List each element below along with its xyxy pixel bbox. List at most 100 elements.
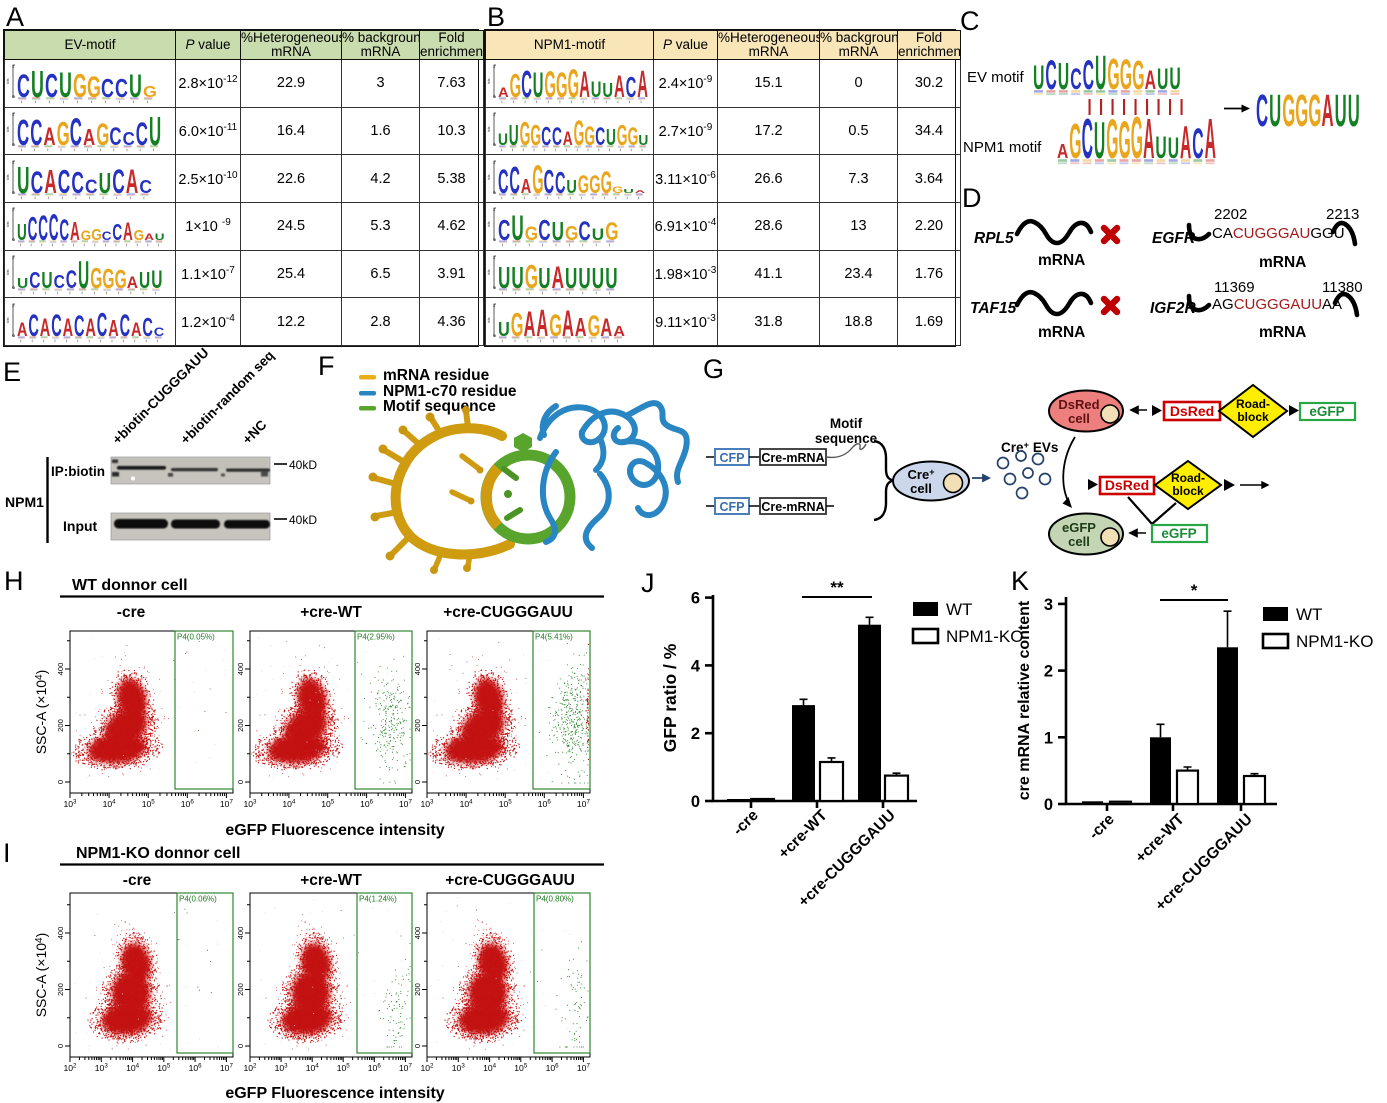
svg-text:I: I: [3, 838, 11, 868]
svg-text:C: C: [139, 176, 152, 196]
svg-text:C: C: [555, 166, 565, 200]
svg-text:0: 0: [493, 333, 496, 338]
svg-text:U: U: [149, 108, 161, 154]
svg-text:105: 105: [142, 799, 156, 810]
svg-text:C: C: [49, 207, 59, 248]
svg-text:104: 104: [282, 799, 296, 810]
svg-text:bits: bits: [487, 317, 491, 323]
svg-text:A: A: [613, 323, 625, 339]
svg-text:A: A: [635, 189, 646, 194]
svg-text:G: G: [532, 158, 543, 202]
svg-text:+cre-WT: +cre-WT: [1132, 810, 1188, 866]
svg-text:TAF15: TAF15: [970, 300, 1017, 317]
svg-text:+cre-WT: +cre-WT: [300, 872, 362, 889]
svg-text:C: C: [66, 267, 77, 295]
svg-text:**: **: [830, 578, 844, 597]
svg-text:bits: bits: [6, 269, 10, 275]
svg-text:G: G: [91, 228, 101, 245]
svg-text:Motif sequence: Motif sequence: [383, 398, 496, 415]
svg-text:105: 105: [321, 799, 335, 810]
svg-text:C: C: [498, 216, 510, 248]
svg-text:block: block: [1237, 410, 1269, 424]
svg-text:U: U: [591, 79, 602, 104]
svg-text:cell: cell: [1068, 411, 1090, 426]
svg-text:107: 107: [399, 1063, 413, 1074]
svg-text:G: G: [628, 124, 639, 151]
svg-text:DsRed: DsRed: [1105, 477, 1149, 493]
svg-text:C: C: [1082, 106, 1093, 170]
svg-text:G: G: [556, 65, 567, 105]
svg-text:U: U: [509, 120, 519, 152]
svg-text:104: 104: [306, 1063, 320, 1074]
svg-text:104: 104: [103, 799, 117, 810]
svg-text:Input: Input: [63, 518, 98, 534]
svg-text:U: U: [511, 209, 523, 248]
svg-text:U: U: [17, 159, 30, 201]
svg-text:2: 2: [12, 207, 15, 212]
svg-text:A: A: [563, 128, 573, 150]
svg-text:C: C: [595, 124, 605, 151]
svg-text:A: A: [144, 233, 154, 242]
svg-text:0: 0: [12, 285, 15, 290]
svg-text:bits: bits: [6, 174, 10, 180]
svg-text:107: 107: [220, 1063, 234, 1074]
svg-text:G: G: [134, 228, 144, 245]
svg-text:2: 2: [493, 207, 496, 212]
svg-text:A: A: [552, 261, 564, 296]
svg-text:U: U: [592, 226, 604, 245]
svg-text:eGFP Fluorescence intensity: eGFP Fluorescence intensity: [225, 1085, 444, 1102]
svg-text:G: G: [703, 354, 724, 384]
svg-text:C: C: [544, 164, 554, 200]
svg-text:0: 0: [691, 793, 700, 811]
svg-text:U: U: [565, 264, 577, 296]
svg-text:C: C: [552, 124, 562, 151]
svg-text:block: block: [1172, 484, 1204, 498]
svg-text:NPM1-KO: NPM1-KO: [1296, 632, 1373, 651]
svg-text:U: U: [41, 268, 52, 294]
svg-text:400: 400: [236, 927, 245, 940]
svg-text:G: G: [578, 172, 589, 199]
svg-text:0: 0: [12, 190, 15, 195]
svg-text:0: 0: [12, 333, 15, 338]
svg-text:bits: bits: [487, 222, 491, 228]
svg-text:A: A: [43, 124, 55, 151]
svg-text:C: C: [123, 128, 136, 149]
svg-text:WT: WT: [1296, 605, 1322, 624]
svg-text:105: 105: [337, 1063, 351, 1074]
svg-text:400: 400: [236, 663, 245, 676]
svg-text:RPL5: RPL5: [974, 230, 1014, 247]
svg-text:sequence: sequence: [815, 431, 878, 446]
svg-text:Road-: Road-: [1171, 471, 1205, 485]
svg-text:C: C: [70, 111, 82, 154]
svg-text:C: C: [154, 325, 165, 339]
svg-text:mRNA: mRNA: [1038, 252, 1085, 269]
svg-text:C: C: [29, 268, 40, 294]
svg-text:102: 102: [243, 1063, 257, 1074]
svg-text:0: 0: [12, 94, 15, 99]
svg-text:200: 200: [413, 719, 422, 732]
svg-text:A: A: [536, 303, 548, 344]
svg-text:G: G: [584, 121, 595, 151]
svg-text:U: U: [17, 275, 28, 292]
svg-text:C: C: [58, 163, 71, 201]
svg-text:CFP: CFP: [720, 500, 745, 514]
svg-text:105: 105: [157, 1063, 171, 1074]
svg-text:C: C: [1070, 63, 1081, 97]
svg-text:103: 103: [420, 799, 434, 810]
svg-text:P4(5.41%): P4(5.41%): [535, 633, 573, 642]
svg-text:U: U: [129, 68, 142, 105]
svg-text:C: C: [521, 64, 532, 106]
svg-text:106: 106: [360, 799, 374, 810]
svg-text:0: 0: [493, 237, 496, 242]
svg-text:0: 0: [493, 190, 496, 195]
svg-text:104: 104: [126, 1063, 140, 1074]
svg-text:C: C: [115, 74, 128, 103]
svg-text:A: A: [614, 70, 625, 105]
svg-text:A: A: [85, 315, 96, 342]
svg-text:106: 106: [368, 1063, 382, 1074]
svg-text:C: C: [74, 309, 85, 342]
svg-text:A: A: [1145, 65, 1156, 95]
svg-text:C: C: [498, 161, 508, 200]
svg-text:U: U: [17, 221, 27, 247]
svg-text:G: G: [87, 72, 101, 105]
